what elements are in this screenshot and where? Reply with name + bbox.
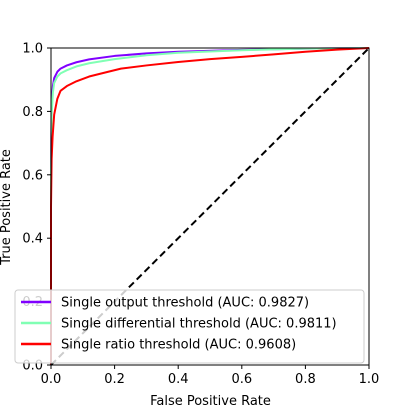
x-axis-label: False Positive Rate <box>150 394 271 409</box>
curves-layer <box>50 47 370 366</box>
x-tick-label: 0.6 <box>231 372 252 387</box>
x-tick-label: 0.8 <box>295 372 316 387</box>
legend-box <box>14 289 365 364</box>
y-axis-label: True Positive Rate <box>0 149 14 266</box>
series-line-3 <box>50 47 370 365</box>
legend-label: Single ratio threshold (AUC: 0.9608) <box>61 338 296 353</box>
x-tick-label: 0.4 <box>168 372 189 387</box>
legend-label: Single differential threshold (AUC: 0.98… <box>61 317 337 332</box>
y-tick-label: 1.0 <box>22 42 43 57</box>
x-axis-ticks: 0.0 0.2 0.4 0.6 0.8 1.0 <box>41 365 380 387</box>
x-tick-label: 0.0 <box>41 372 62 387</box>
series-line-2 <box>50 47 370 365</box>
y-tick-label: 0.6 <box>22 168 43 183</box>
y-tick-label: 0.4 <box>22 232 43 247</box>
x-tick-label: 1.0 <box>359 372 380 387</box>
chance-diagonal-line <box>50 47 370 366</box>
y-tick-label: 0.8 <box>22 105 43 120</box>
x-tick-label: 0.2 <box>104 372 125 387</box>
legend: Single output threshold (AUC: 0.9827) Sin… <box>14 289 365 364</box>
legend-label: Single output threshold (AUC: 0.9827) <box>61 296 309 311</box>
plot-frame <box>50 47 370 366</box>
